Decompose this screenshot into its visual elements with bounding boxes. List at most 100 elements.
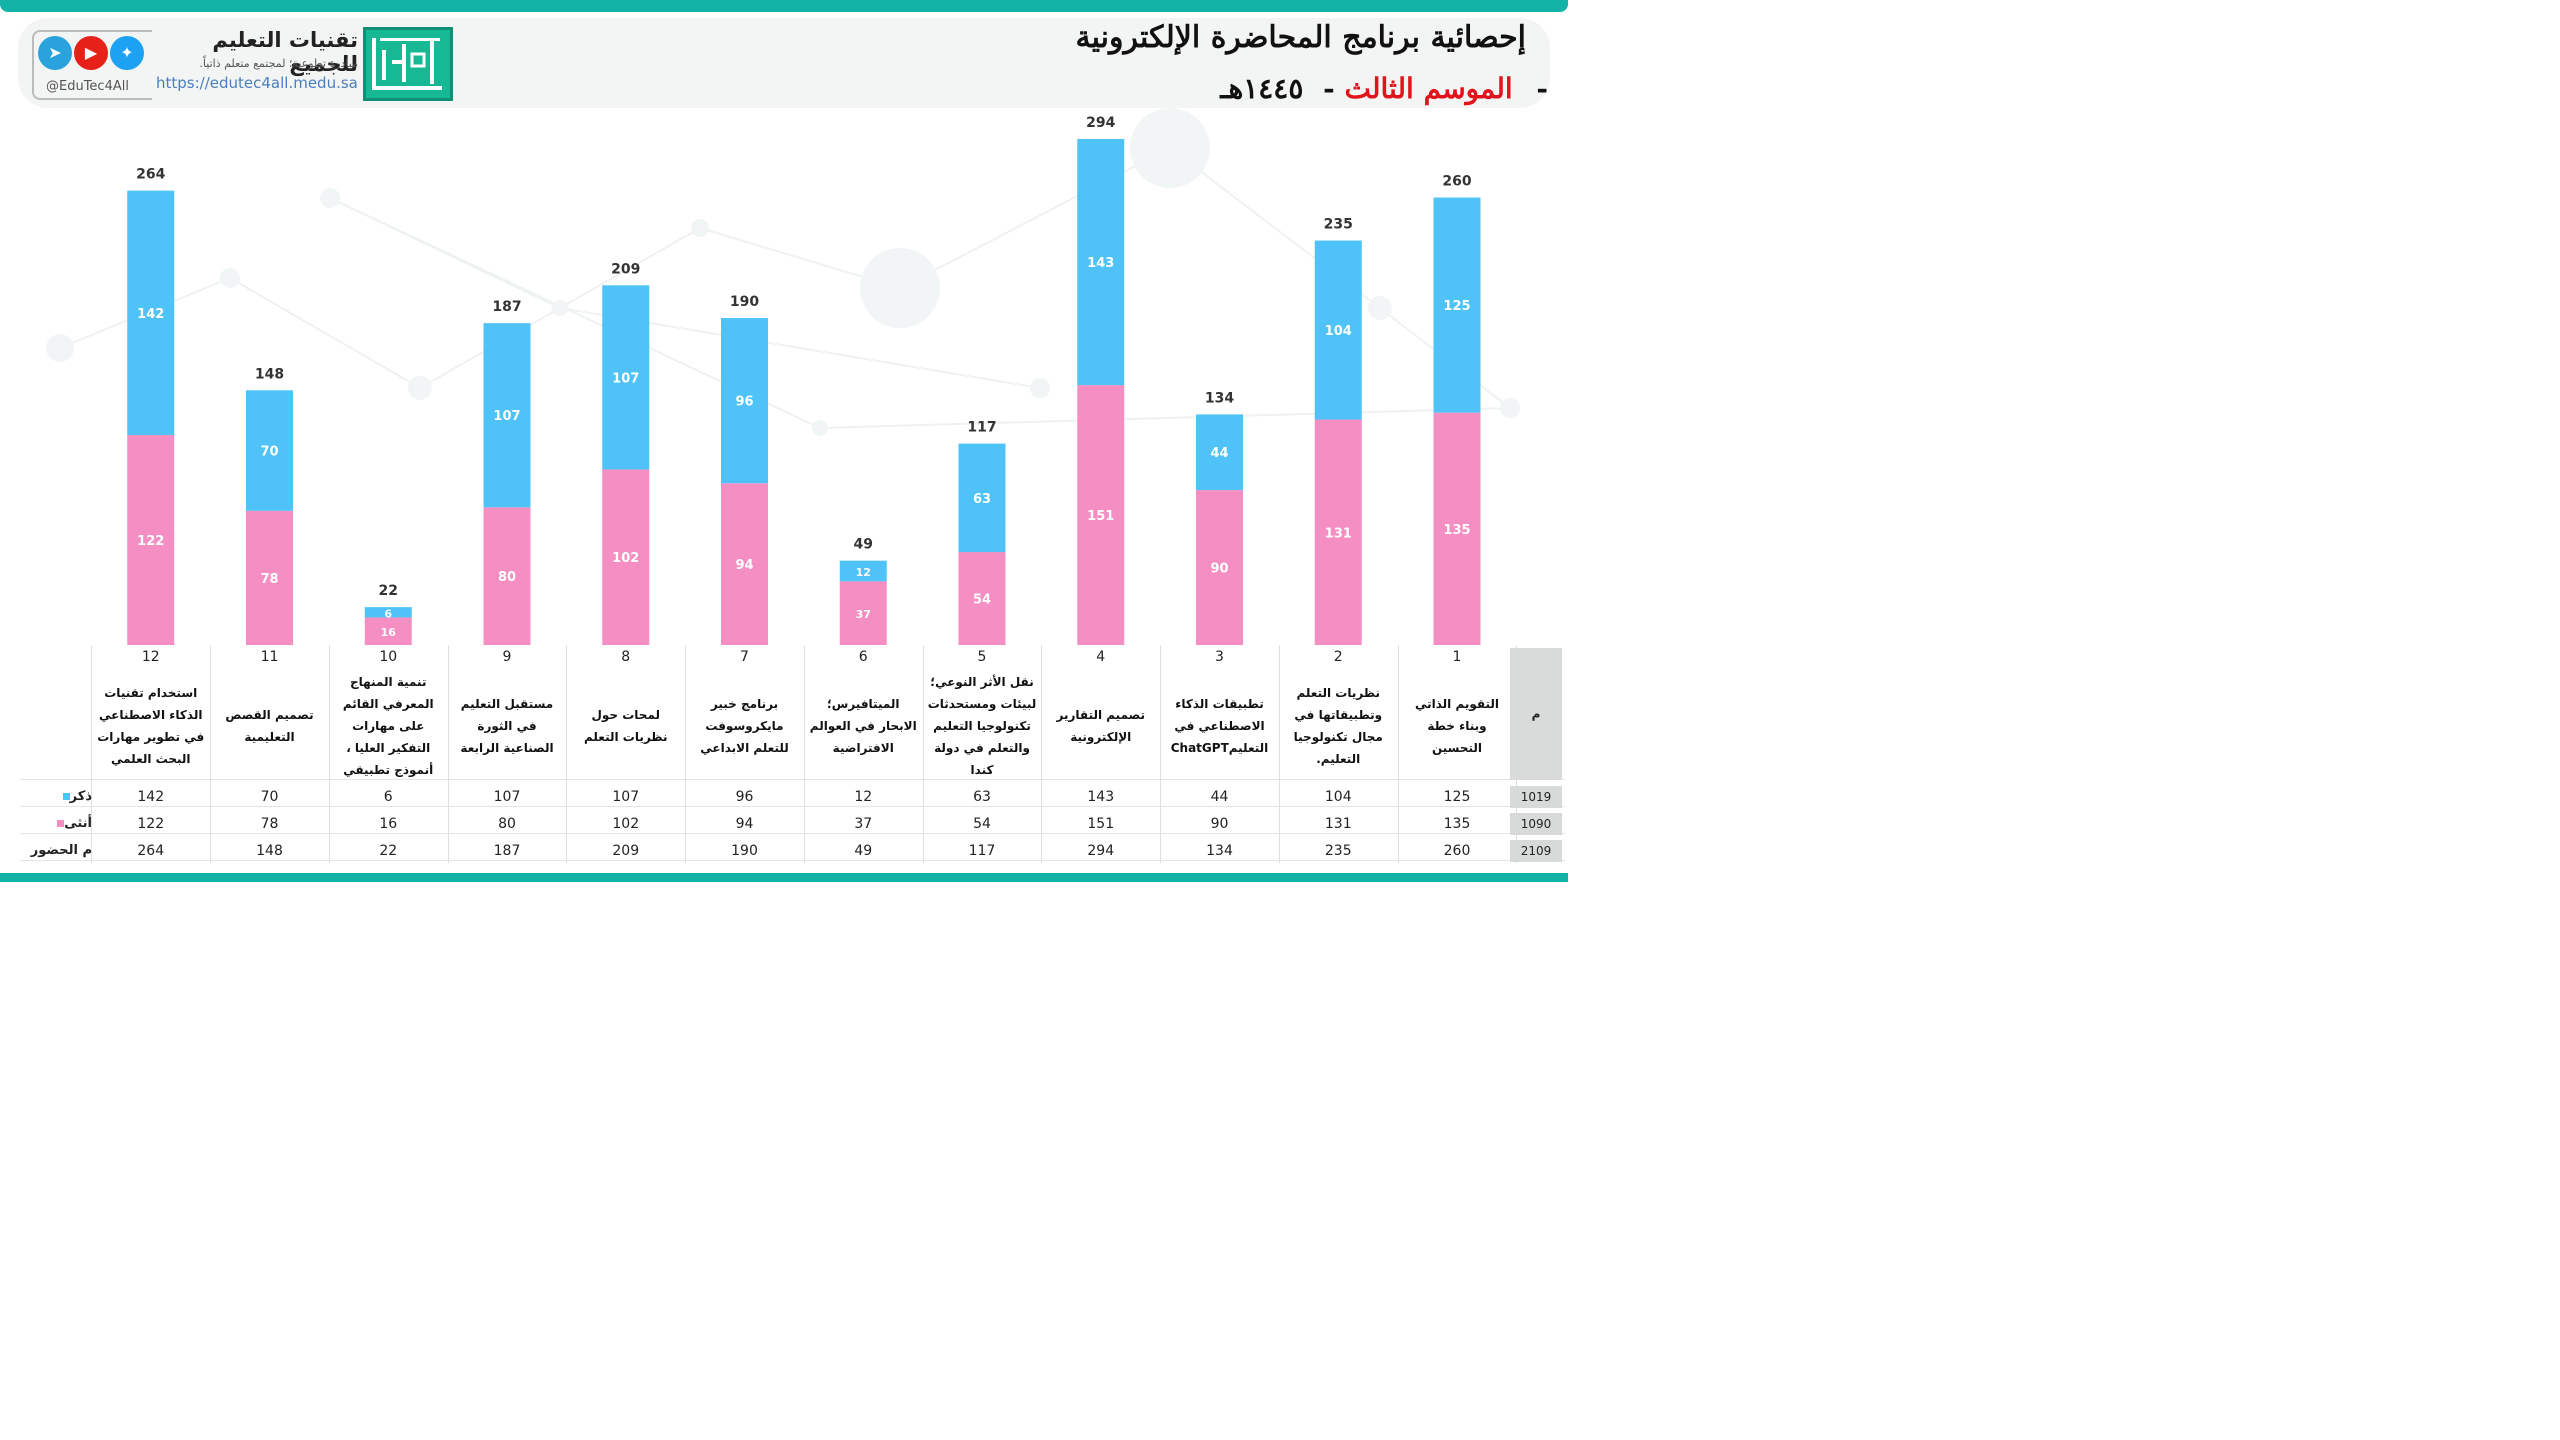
data-label-total: 117 — [967, 420, 996, 436]
decoration-node — [1368, 296, 1392, 320]
data-label-total: 49 — [854, 537, 873, 553]
table-col-divider — [1397, 645, 1399, 863]
decoration-node — [46, 334, 74, 362]
table-cell-female: 78 — [260, 816, 279, 832]
table-cell-male: 107 — [493, 789, 521, 805]
table-col-number: 5 — [977, 649, 987, 665]
telegram-icon[interactable]: ➤ — [38, 36, 72, 70]
table-cell-male: 63 — [973, 789, 991, 805]
table-col-number: 3 — [1215, 649, 1224, 665]
table-cell-total: 117 — [968, 843, 996, 859]
table-col-divider — [1041, 645, 1043, 863]
decoration-link — [899, 147, 1171, 289]
table-cell-male: 12 — [854, 789, 873, 805]
table-col-divider — [1160, 645, 1162, 863]
table-cell-female: 135 — [1443, 816, 1471, 832]
decoration-node — [552, 300, 568, 316]
table-cell-total: 264 — [137, 843, 165, 859]
bar-male — [1314, 240, 1362, 420]
table-cell-total: 294 — [1087, 843, 1115, 859]
social-icons: ➤ ▶ ✦ — [38, 36, 146, 72]
table-row-divider — [20, 806, 1565, 807]
subtitle-season: الموسم الثالث — [1344, 72, 1513, 105]
bar-female — [127, 435, 175, 645]
table-cell-female: 54 — [973, 816, 991, 832]
table-cell-female: 37 — [854, 816, 873, 832]
data-label-total: 209 — [611, 261, 640, 277]
page-title: إحصائية برنامج المحاضرة الإلكترونية — [1075, 20, 1526, 55]
decoration-node — [1130, 108, 1210, 188]
legend-swatch — [62, 793, 70, 800]
table-cell-male: 44 — [1210, 789, 1229, 805]
table-row-divider — [20, 779, 1565, 780]
chart-bars — [127, 139, 1481, 645]
decoration-node — [220, 268, 240, 288]
data-label-female: 90 — [1210, 562, 1228, 577]
decoration-node — [691, 219, 709, 237]
table-cell-female: 122 — [137, 816, 165, 832]
table-col-number: 2 — [1333, 649, 1343, 665]
bar-male — [246, 390, 293, 511]
table-col-number: 10 — [379, 649, 398, 665]
data-label-total: 134 — [1205, 390, 1234, 406]
page-subtitle: - الموسم الثالث - ١٤٤٥هـ — [1220, 72, 1548, 105]
data-label-female: 102 — [612, 551, 639, 566]
table-cell-female: 102 — [612, 816, 640, 832]
bar-female — [1077, 385, 1125, 645]
table-cell-female: 151 — [1087, 816, 1115, 832]
data-label-male: 142 — [137, 307, 164, 322]
decoration-node — [860, 248, 940, 328]
table-cell-female: 16 — [379, 816, 398, 832]
table-col-divider — [447, 645, 449, 863]
row-label-male: ذكر — [20, 785, 92, 809]
data-label-total: 235 — [1324, 217, 1353, 233]
data-label-male: 96 — [735, 395, 753, 410]
table-col-divider — [685, 645, 687, 863]
bar-male — [1196, 414, 1243, 491]
bar-male — [839, 560, 887, 582]
bar-female — [1196, 490, 1243, 645]
data-label-male: 107 — [493, 409, 520, 424]
data-label-female: 131 — [1325, 526, 1352, 541]
grand-total-all: 2109 — [1510, 840, 1562, 862]
social-handle: @EduTec4All — [46, 79, 129, 94]
twitter-icon[interactable]: ✦ — [110, 36, 144, 70]
decoration-node — [320, 188, 340, 208]
grand-total-male: 1019 — [1510, 786, 1562, 808]
youtube-icon[interactable]: ▶ — [74, 36, 108, 70]
bar-male — [1077, 139, 1125, 386]
bar-female — [1314, 419, 1362, 645]
table-col-label: تصميم القصص التعليمية — [225, 708, 314, 744]
brand-logo — [363, 27, 453, 101]
data-label-female: 94 — [735, 558, 753, 573]
brand-url-link[interactable]: https://edutec4all.medu.sa — [156, 74, 358, 92]
data-label-male: 70 — [260, 445, 278, 460]
subtitle-separator: - — [1323, 72, 1335, 105]
table-col-label: استخدام تقنيات الذكاء الاصطناعي في تطوير… — [97, 686, 205, 766]
brand-tagline: مبادرة تطوعية؛ لمجتمع متعلم ذاتياً. — [199, 57, 358, 70]
bar-male — [127, 190, 175, 436]
table-col-divider — [566, 645, 568, 863]
table-col-number: 12 — [141, 649, 160, 665]
data-label-female: 122 — [137, 534, 164, 549]
row-label-female: أنثى — [20, 812, 92, 836]
table-cell-total: 134 — [1206, 843, 1233, 859]
data-label-male: 6 — [384, 607, 392, 620]
table-col-divider — [922, 645, 924, 863]
table-col-number: 7 — [740, 649, 749, 665]
data-label-female: 37 — [856, 608, 871, 621]
table-cell-total: 209 — [612, 843, 640, 859]
chart-labels: 135 125 260 131 104 235 90 44 134 151 143 294 54 63 11… — [136, 115, 1472, 639]
data-label-male: 125 — [1443, 299, 1470, 314]
table-col-number: 4 — [1096, 649, 1106, 665]
data-label-total: 148 — [255, 366, 284, 382]
stacked-bar-chart: 135 125 260 131 104 235 90 44 134 151 143 294 54 63 11… — [46, 108, 1520, 645]
table-cell-female: 94 — [735, 816, 754, 832]
table-cell-total: 22 — [379, 843, 398, 859]
bar-female — [602, 469, 650, 645]
data-label-male: 143 — [1087, 256, 1114, 271]
table-col-label: تصميم التقارير الإلكترونية — [1056, 708, 1145, 744]
table-col-label: الميتافيرس؛ الابحار في العوالم الافتراضي… — [809, 697, 917, 755]
data-label-total: 22 — [379, 583, 398, 599]
table-cell-total: 148 — [256, 843, 283, 859]
